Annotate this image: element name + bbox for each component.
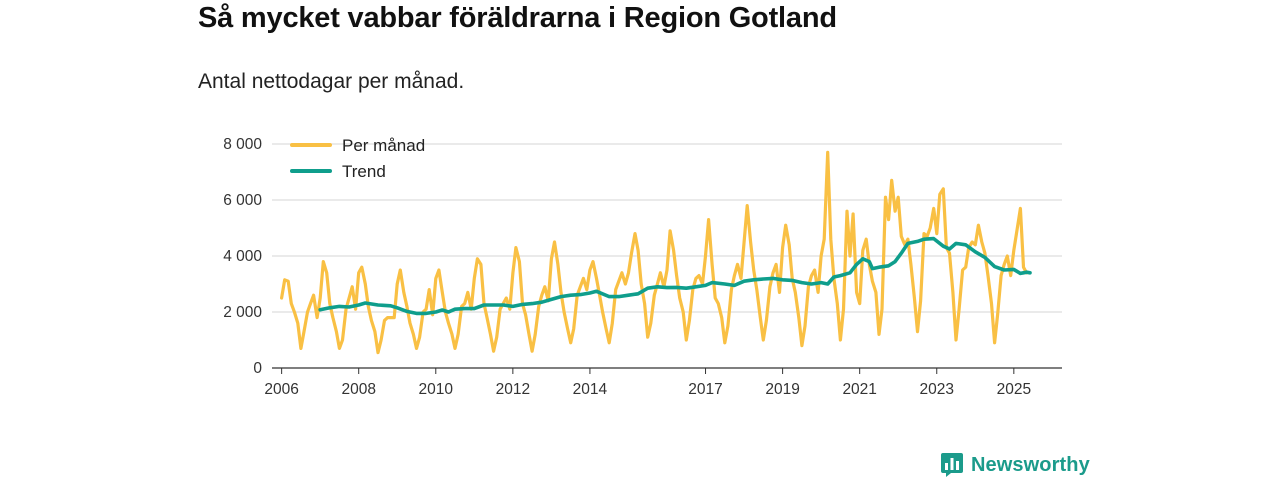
y-tick-label: 8 000 bbox=[223, 136, 262, 153]
x-tick-label: 2017 bbox=[688, 381, 722, 398]
x-tick-label: 2006 bbox=[264, 381, 298, 398]
legend-item-trend: Trend bbox=[290, 162, 386, 181]
x-tick-label: 2012 bbox=[496, 381, 530, 398]
x-tick-label: 2025 bbox=[997, 381, 1031, 398]
y-axis-tick-labels: 0 2 000 4 000 6 000 8 000 bbox=[223, 136, 262, 377]
brand-logo: Newsworthy bbox=[940, 451, 1090, 479]
series-per-manad-line bbox=[280, 150, 1029, 355]
newsworthy-logo-icon bbox=[941, 453, 963, 477]
legend: Per månad Trend bbox=[290, 136, 425, 181]
x-tick-label: 2008 bbox=[341, 381, 375, 398]
x-tick-label: 2014 bbox=[573, 381, 608, 398]
legend-label-per-manad: Per månad bbox=[342, 136, 425, 155]
series-trend-line bbox=[318, 236, 1032, 316]
brand-name: Newsworthy bbox=[971, 453, 1090, 476]
x-axis: 2006 2008 2010 2012 2014 2017 2019 2021 2023 2025 bbox=[264, 367, 1062, 398]
x-tick-label: 2023 bbox=[920, 381, 954, 398]
chart-title: Så mycket vabbar föräldrarna i Region Go… bbox=[198, 2, 837, 34]
chart-subtitle: Antal nettodagar per månad. bbox=[198, 70, 465, 93]
y-tick-label: 6 000 bbox=[223, 192, 262, 209]
series-lines bbox=[280, 150, 1032, 355]
y-tick-label: 0 bbox=[253, 360, 262, 377]
legend-item-per-manad: Per månad bbox=[290, 136, 425, 155]
legend-label-trend: Trend bbox=[342, 162, 386, 181]
y-tick-label: 4 000 bbox=[223, 248, 262, 265]
y-tick-label: 2 000 bbox=[223, 304, 262, 321]
x-tick-label: 2010 bbox=[419, 381, 454, 398]
x-tick-label: 2019 bbox=[765, 381, 799, 398]
x-tick-label: 2021 bbox=[842, 381, 876, 398]
